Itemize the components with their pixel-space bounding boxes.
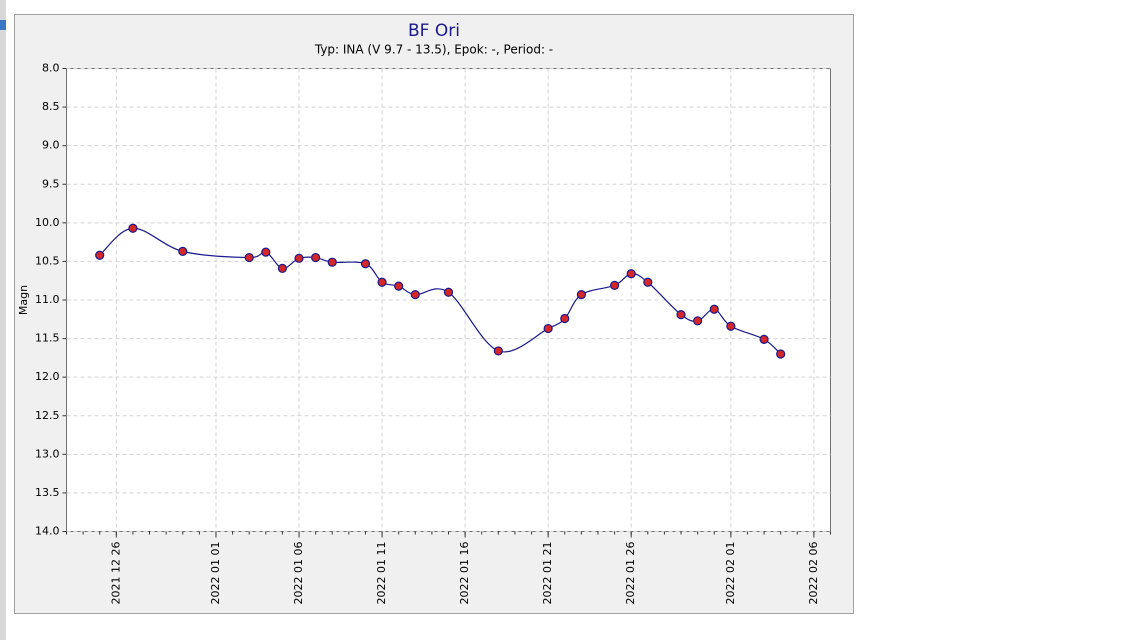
x-tick-label: 2021 12 26 [109, 542, 122, 605]
data-point [643, 277, 653, 287]
data-point [95, 250, 105, 260]
data-point [443, 287, 454, 297]
data-point [759, 334, 769, 344]
y-axis-label: Magn [17, 285, 30, 315]
data-point [576, 289, 586, 300]
x-tick-label: 2022 01 26 [624, 542, 637, 605]
data-point [410, 289, 420, 300]
x-tick-label: 2022 02 01 [724, 542, 737, 605]
data-point [128, 223, 138, 233]
y-tick-label: 9.5 [42, 177, 60, 190]
data-point [626, 269, 636, 279]
y-tick-label: 14.0 [35, 525, 60, 538]
data-point [693, 316, 703, 326]
y-tick-label: 9.0 [42, 139, 60, 152]
data-point [776, 349, 786, 359]
data-point [560, 313, 570, 324]
data-point [709, 304, 719, 314]
y-tick-label: 10.0 [35, 216, 60, 229]
y-tick-label: 10.5 [35, 254, 60, 267]
y-tick-label: 13.5 [35, 486, 60, 499]
y-tick-label: 13.0 [35, 447, 60, 460]
x-tick-label: 2022 01 01 [209, 542, 222, 605]
chart-subtitle: Typ: INA (V 9.7 - 13.5), Epok: -, Period… [314, 43, 553, 57]
data-point [394, 281, 404, 291]
y-tick-label: 11.5 [35, 332, 60, 345]
data-point [676, 310, 686, 320]
data-point [261, 247, 271, 257]
x-tick-label: 2022 01 16 [458, 542, 471, 605]
data-point [178, 246, 188, 256]
data-point [244, 252, 254, 263]
data-point [543, 323, 553, 334]
y-tick-label: 8.5 [42, 100, 60, 113]
data-point [360, 259, 371, 269]
x-tick-label: 2022 01 21 [541, 542, 554, 605]
y-tick-label: 8.0 [42, 62, 60, 75]
data-point [294, 253, 304, 263]
x-tick-label: 2022 01 06 [292, 542, 305, 605]
data-point [609, 280, 620, 290]
y-tick-label: 12.5 [35, 409, 60, 422]
y-tick-label: 12.0 [35, 370, 60, 383]
side-icon [0, 20, 6, 30]
data-point [277, 263, 288, 273]
data-point [311, 252, 321, 263]
data-point [726, 321, 736, 331]
data-point [493, 346, 503, 356]
side-strip [0, 0, 6, 640]
data-point [327, 257, 337, 267]
x-tick-label: 2022 01 11 [375, 542, 388, 605]
chart-title: BF Ori [408, 21, 460, 41]
data-point [377, 277, 387, 287]
x-tick-label: 2022 02 06 [807, 542, 820, 605]
y-tick-label: 11.0 [35, 293, 60, 306]
